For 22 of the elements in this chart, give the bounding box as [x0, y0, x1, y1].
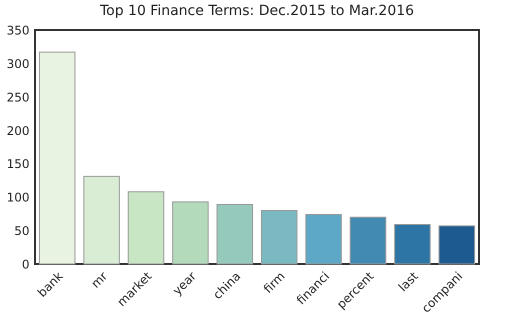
bar: [83, 176, 120, 264]
bar: [394, 224, 431, 264]
x-tick-label: firm: [260, 269, 288, 296]
bar: [438, 225, 476, 264]
x-tick-label: mr: [88, 269, 110, 291]
bar: [260, 210, 298, 264]
chart-title: Top 10 Finance Terms: Dec.2015 to Mar.2016: [98, 3, 414, 19]
bar: [38, 52, 76, 264]
y-tick-label: 0: [22, 258, 30, 272]
x-tick-label: last: [396, 268, 422, 294]
bar: [305, 214, 342, 264]
y-tick-label: 300: [6, 56, 30, 71]
y-tick-label: 200: [6, 124, 30, 138]
y-tick-label: 50: [14, 224, 30, 238]
bar: [128, 191, 164, 264]
y-tick-label: 100: [6, 190, 30, 205]
bar: [350, 216, 386, 264]
y-tick-label: 250: [6, 90, 30, 104]
bar: [216, 204, 254, 264]
bar: [172, 201, 209, 264]
y-tick-label: 150: [6, 157, 30, 172]
y-tick-label: 350: [6, 24, 30, 38]
